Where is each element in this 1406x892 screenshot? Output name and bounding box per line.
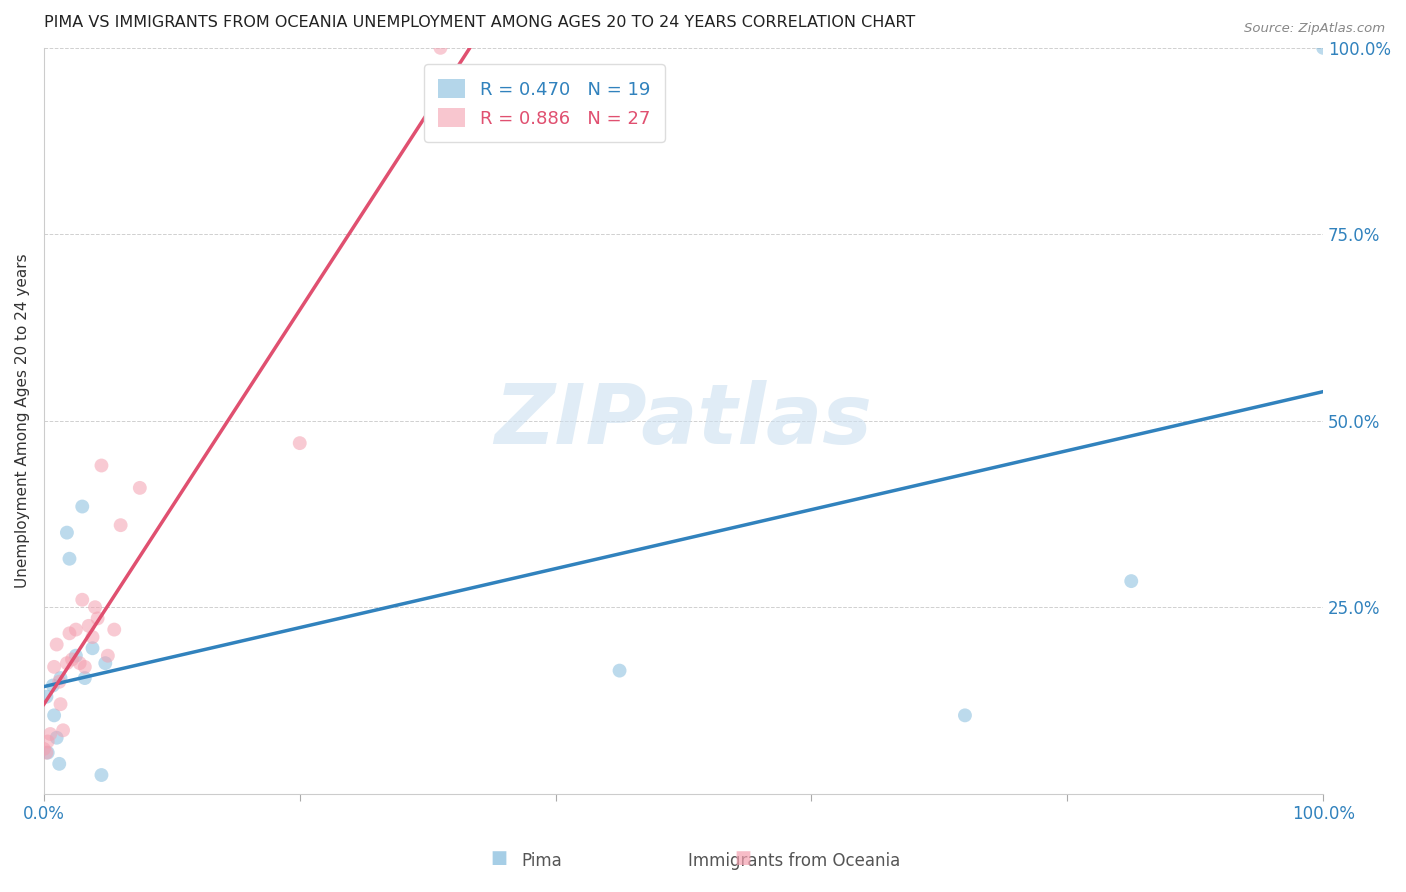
Point (110, 518, 132, 533)
Point (58, 626, 80, 640)
Point (128, 481, 150, 495)
Point (58, 551, 80, 566)
Point (429, 41, 451, 55)
Point (56, 525, 79, 540)
Point (60, 652, 83, 666)
Point (49, 671, 72, 685)
Text: ■: ■ (491, 849, 508, 867)
Point (86, 611, 108, 625)
Text: Immigrants from Oceania: Immigrants from Oceania (689, 852, 900, 870)
Y-axis label: Unemployment Among Ages 20 to 24 years: Unemployment Among Ages 20 to 24 years (15, 253, 30, 588)
Point (288, 436, 311, 450)
Point (609, 664, 631, 678)
Point (82, 630, 104, 644)
Point (42, 660, 65, 674)
Point (69, 656, 91, 670)
Point (52, 723, 75, 738)
Point (35, 746, 58, 760)
Point (37, 734, 59, 748)
Point (65, 623, 87, 637)
Point (72, 500, 94, 514)
Point (103, 623, 125, 637)
Point (48, 674, 70, 689)
Point (42, 708, 65, 723)
Text: PIMA VS IMMIGRANTS FROM OCEANIA UNEMPLOYMENT AMONG AGES 20 TO 24 YEARS CORRELATI: PIMA VS IMMIGRANTS FROM OCEANIA UNEMPLOY… (44, 15, 915, 30)
Point (35, 690, 58, 704)
Point (56, 656, 79, 670)
Point (49, 697, 72, 711)
Text: ■: ■ (734, 849, 751, 867)
Point (94, 656, 117, 670)
Point (37, 746, 59, 760)
Point (73, 671, 96, 685)
Point (77, 619, 100, 633)
Point (953, 708, 976, 723)
Point (84, 600, 107, 615)
Point (90, 458, 112, 473)
Text: Pima: Pima (522, 852, 561, 870)
Point (1312, 41, 1334, 55)
Text: ZIPatlas: ZIPatlas (495, 380, 873, 461)
Point (73, 660, 96, 674)
Point (39, 727, 62, 741)
Point (48, 756, 70, 771)
Point (82, 641, 104, 656)
Point (32, 742, 55, 756)
Point (65, 648, 87, 663)
Point (90, 768, 112, 782)
Point (1121, 574, 1143, 588)
Point (45, 638, 67, 652)
Point (72, 592, 94, 607)
Point (42, 679, 65, 693)
Point (45, 731, 67, 745)
Text: Source: ZipAtlas.com: Source: ZipAtlas.com (1244, 22, 1385, 36)
Legend: R = 0.470   N = 19, R = 0.886   N = 27: R = 0.470 N = 19, R = 0.886 N = 27 (423, 64, 665, 142)
Point (97, 648, 120, 663)
